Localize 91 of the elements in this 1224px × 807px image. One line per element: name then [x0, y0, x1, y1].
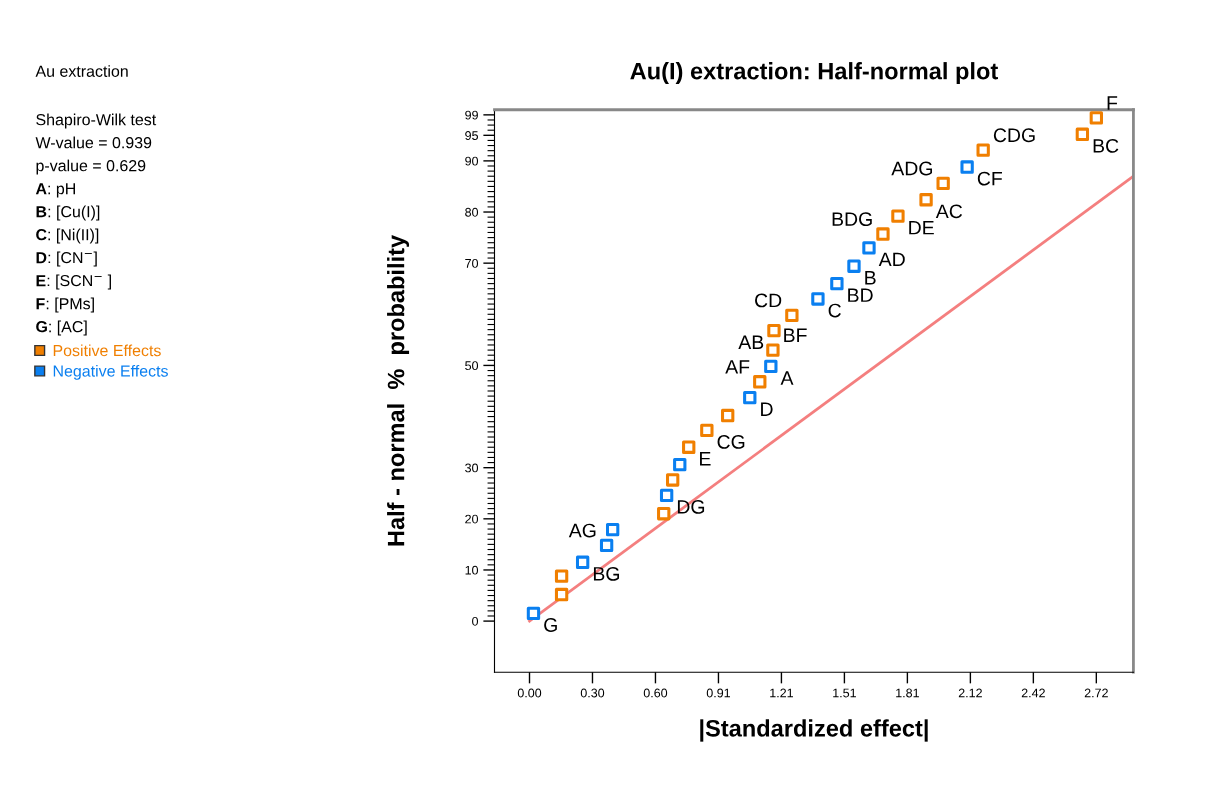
point	[830, 276, 844, 291]
point	[554, 569, 569, 583]
annotation: C	[828, 303, 841, 318]
y-tick-label: 70	[465, 258, 479, 268]
annotation: DG	[677, 499, 705, 514]
annotation: F	[1107, 96, 1118, 110]
annotation: G	[544, 618, 557, 632]
annotation: CG	[717, 435, 745, 449]
point	[657, 507, 671, 521]
annotation: BF	[784, 328, 807, 342]
point	[682, 440, 696, 454]
x-tick-label: 2.42	[1021, 688, 1045, 698]
point	[876, 227, 890, 241]
annotation: CF	[977, 171, 1002, 186]
annotation: D	[761, 402, 773, 416]
x-tick-label: 0.30	[580, 688, 605, 698]
x-tick-label: 0.00	[517, 688, 542, 698]
annotation: BDG	[832, 212, 872, 226]
y-tick-label: 99	[465, 110, 478, 120]
annotation: BG	[593, 566, 620, 581]
point	[575, 555, 590, 569]
point	[753, 375, 767, 389]
text: G: [AC]	[36, 320, 87, 336]
annotation: CDG	[993, 128, 1035, 143]
point	[766, 343, 780, 357]
text: Shapiro-Wilk test	[36, 113, 157, 129]
point	[764, 359, 778, 374]
x-axis-title: |Standardized effect|	[700, 719, 928, 742]
annotation: E	[700, 452, 711, 466]
point	[665, 473, 680, 487]
chart-title: Au(I) extraction: Half-normal plot	[630, 62, 998, 85]
text: E: [SCN$^{−}$ ]	[36, 274, 111, 290]
x-tick-label: 1.21	[770, 688, 793, 698]
point	[1089, 111, 1104, 125]
x-tick-label: 1.81	[896, 688, 919, 698]
y-tick-label: 80	[465, 207, 479, 217]
text: Au extraction	[35, 65, 128, 77]
annotation: AF	[725, 360, 750, 374]
annotation: AD	[878, 252, 905, 267]
x-tick-label: 2.72	[1084, 688, 1108, 698]
point	[743, 390, 757, 405]
y-axis-title: Half - normal % probability	[387, 235, 410, 546]
point	[960, 160, 974, 174]
x-tick-label: 2.12	[958, 688, 982, 698]
annotation: A	[780, 371, 794, 385]
text: D: [CN$^{−}$]	[36, 251, 97, 267]
y-tick-label: 20	[465, 514, 479, 524]
point	[1075, 127, 1090, 141]
point	[554, 587, 569, 602]
legend-label: Negative Effects	[53, 364, 168, 380]
annotation: AC	[935, 204, 963, 219]
text: C: [Ni(II)]	[36, 228, 99, 244]
annotation: ADG	[891, 161, 932, 176]
text: A: pH	[35, 183, 75, 198]
point	[599, 538, 614, 553]
point	[526, 606, 541, 621]
point	[659, 488, 674, 502]
x-tick-label: 0.91	[706, 688, 731, 698]
point	[976, 143, 990, 157]
y-tick-label: 0	[472, 616, 479, 626]
point	[862, 241, 876, 255]
text: p-value = 0.629	[36, 159, 146, 175]
annotation: BC	[1093, 138, 1119, 153]
annotation: BD	[848, 288, 873, 302]
point	[811, 292, 825, 306]
annotation: CD	[755, 293, 782, 308]
y-tick-label: 90	[465, 156, 479, 166]
annotation: AB	[738, 335, 764, 349]
y-tick-label: 50	[465, 361, 479, 371]
x-tick-label: 1.51	[833, 688, 856, 698]
annotation: AG	[568, 523, 596, 538]
point	[767, 323, 781, 338]
y-tick-label: 30	[465, 463, 479, 473]
point	[605, 522, 620, 537]
point	[700, 423, 714, 438]
y-tick-label: 10	[465, 565, 479, 575]
point	[919, 193, 933, 207]
point	[673, 457, 687, 472]
annotation: B	[865, 271, 876, 285]
point	[891, 209, 905, 223]
point	[936, 176, 950, 191]
point	[847, 259, 861, 273]
text: F: [PMs]	[36, 297, 94, 313]
legend-label: Positive Effects	[53, 344, 161, 357]
point	[785, 308, 799, 322]
point	[721, 408, 735, 423]
y-tick-label: 95	[465, 131, 478, 140]
annotation: DE	[909, 220, 934, 235]
text: W-value = 0.939	[35, 136, 152, 149]
text: B: [Cu(I)]	[36, 205, 100, 221]
x-tick-label: 0.60	[643, 688, 668, 698]
